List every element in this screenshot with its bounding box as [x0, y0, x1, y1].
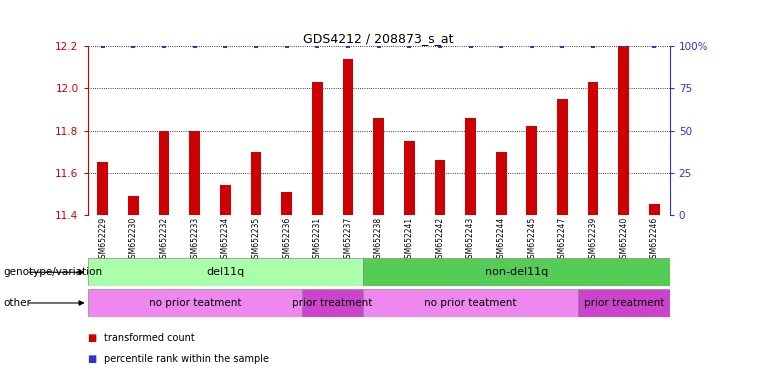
Bar: [578, 289, 670, 317]
Text: other: other: [4, 298, 32, 308]
Bar: [220, 185, 231, 215]
Point: [281, 43, 293, 49]
Point: [403, 43, 416, 49]
Point: [158, 43, 170, 49]
Bar: [557, 99, 568, 215]
Point: [219, 43, 231, 49]
Bar: [250, 152, 261, 215]
Point: [648, 43, 661, 49]
Bar: [88, 289, 302, 317]
Point: [342, 43, 354, 49]
Bar: [649, 205, 660, 215]
Bar: [363, 258, 670, 286]
Point: [250, 43, 262, 49]
Bar: [619, 46, 629, 215]
Point: [127, 43, 139, 49]
Point: [189, 43, 201, 49]
Bar: [435, 160, 445, 215]
Bar: [312, 82, 323, 215]
Text: ■: ■: [88, 333, 97, 343]
Point: [311, 43, 323, 49]
Bar: [159, 131, 170, 215]
Bar: [465, 118, 476, 215]
Point: [434, 43, 446, 49]
Bar: [363, 289, 578, 317]
Text: no prior teatment: no prior teatment: [425, 298, 517, 308]
Bar: [404, 141, 415, 215]
Bar: [302, 289, 363, 317]
Point: [556, 43, 568, 49]
Bar: [527, 126, 537, 215]
Text: prior treatment: prior treatment: [292, 298, 373, 308]
Bar: [128, 196, 139, 215]
Point: [618, 43, 630, 49]
Text: no prior teatment: no prior teatment: [148, 298, 241, 308]
Point: [464, 43, 476, 49]
Bar: [189, 131, 200, 215]
Text: percentile rank within the sample: percentile rank within the sample: [104, 354, 269, 364]
Text: prior treatment: prior treatment: [584, 298, 664, 308]
Text: non-del11q: non-del11q: [485, 267, 548, 277]
Bar: [587, 82, 598, 215]
Bar: [97, 162, 108, 215]
Point: [97, 43, 109, 49]
Text: del11q: del11q: [206, 267, 244, 277]
Bar: [88, 258, 363, 286]
Point: [495, 43, 508, 49]
Text: transformed count: transformed count: [104, 333, 195, 343]
Title: GDS4212 / 208873_s_at: GDS4212 / 208873_s_at: [304, 32, 454, 45]
Bar: [373, 118, 384, 215]
Bar: [282, 192, 292, 215]
Bar: [496, 152, 507, 215]
Point: [587, 43, 599, 49]
Point: [526, 43, 538, 49]
Point: [372, 43, 384, 49]
Text: ■: ■: [88, 354, 97, 364]
Text: genotype/variation: genotype/variation: [4, 267, 103, 277]
Bar: [342, 59, 353, 215]
